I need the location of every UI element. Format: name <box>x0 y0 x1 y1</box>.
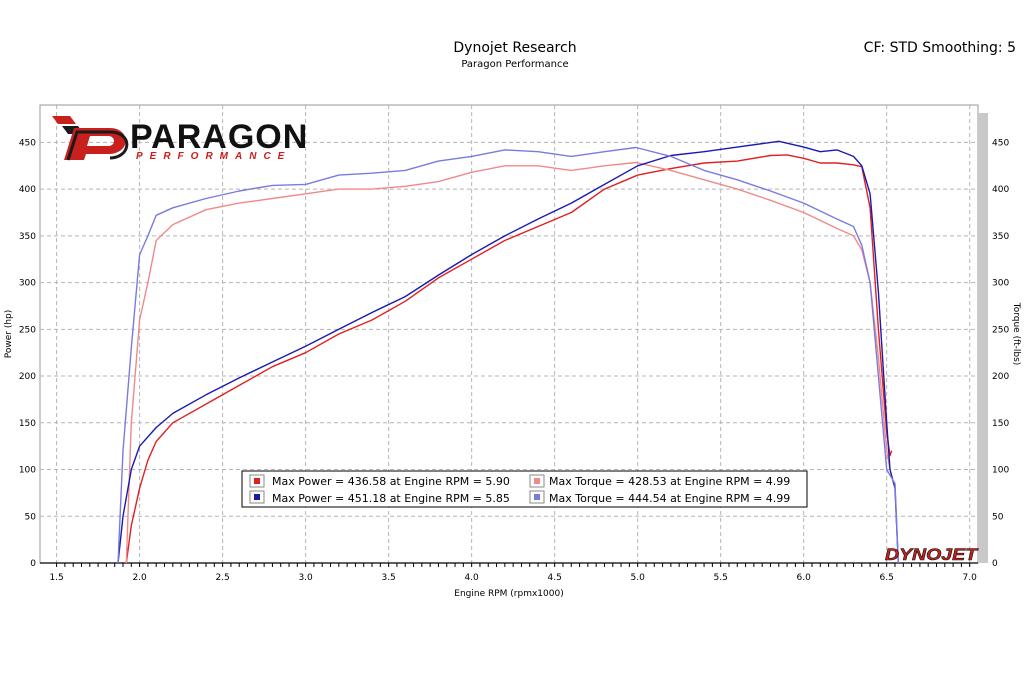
x-tick-label: 1.5 <box>49 573 63 583</box>
legend-label-run2-torque: Max Torque = 444.54 at Engine RPM = 4.99 <box>549 492 790 505</box>
x-tick-label: 4.0 <box>464 573 479 583</box>
settings-label: CF: STD Smoothing: 5 <box>863 40 1016 56</box>
paragon-logo: PARAGON PERFORMANCE <box>52 116 308 162</box>
legend-swatch-run2-power <box>249 490 265 504</box>
logo-tagline: PERFORMANCE <box>136 151 291 162</box>
logo-mark-stripe-1 <box>52 116 76 124</box>
legend-swatch-run1-torque <box>529 474 545 488</box>
y-tick-label-left: 300 <box>19 279 36 289</box>
y-tick-label-left: 350 <box>19 232 36 242</box>
y-tick-label-right: 300 <box>992 279 1009 289</box>
y-tick-label-left: 400 <box>19 185 36 195</box>
series-line-run2_torque <box>117 146 899 564</box>
axes: 0 0 50 50 100 100 150 150 200 200 250 250 300 300 350 3… <box>19 138 1010 583</box>
chart-title: Dynojet Research <box>453 40 577 56</box>
x-tick-label: 6.0 <box>797 573 812 583</box>
y-tick-label-right: 450 <box>992 138 1009 148</box>
x-tick-label: 4.5 <box>547 573 561 583</box>
y-tick-label-right: 400 <box>992 185 1009 195</box>
x-tick-label: 2.0 <box>132 573 147 583</box>
y-tick-label-right: 350 <box>992 232 1009 242</box>
x-tick-label: 2.5 <box>215 573 229 583</box>
x-tick-label: 5.0 <box>630 573 645 583</box>
legend-swatch-run2-torque <box>529 490 545 504</box>
legend-swatch-run2-power-fill <box>254 494 260 500</box>
legend-label-run1-torque: Max Torque = 428.53 at Engine RPM = 4.99 <box>549 475 790 488</box>
legend-swatch-run2-torque-fill <box>534 494 540 500</box>
logo-mark-p-outline <box>66 130 129 161</box>
y-tick-label-left: 200 <box>19 372 36 382</box>
legend-swatch-run1-torque-fill <box>534 478 540 484</box>
legend-label-run2-power: Max Power = 451.18 at Engine RPM = 5.85 <box>272 492 510 505</box>
y-axis-label-left: Power (hp) <box>4 310 14 359</box>
y-tick-label-right: 50 <box>992 512 1004 522</box>
chart-subtitle: Paragon Performance <box>461 59 569 70</box>
series-line-run1_power <box>125 154 893 564</box>
y-tick-label-right: 200 <box>992 372 1009 382</box>
y-tick-label-right: 0 <box>992 559 998 569</box>
y-tick-label-left: 150 <box>19 419 36 429</box>
series-group <box>117 140 899 564</box>
x-tick-label: 6.5 <box>880 573 894 583</box>
legend-swatch-run1-power-fill <box>254 478 260 484</box>
x-tick-label: 3.5 <box>381 573 395 583</box>
legend-box <box>241 470 808 508</box>
y-tick-label-right: 100 <box>992 466 1009 476</box>
y-tick-label-left: 0 <box>30 559 36 569</box>
series-line-run1_torque <box>125 161 891 564</box>
x-tick-label: 5.5 <box>714 573 728 583</box>
series-line-run2_power <box>117 140 899 564</box>
logo-name: PARAGON <box>130 118 308 156</box>
dynojet-logo: DYNOJET <box>885 545 979 565</box>
y-axis-label-right: Torque (ft-lbs) <box>1011 302 1021 366</box>
y-tick-label-left: 450 <box>19 138 36 148</box>
x-tick-label: 7.0 <box>963 573 978 583</box>
logo-mark-p <box>64 128 126 160</box>
x-axis-label: Engine RPM (rpmx1000) <box>454 589 563 599</box>
y-tick-label-left: 50 <box>25 512 37 522</box>
y-tick-label-left: 100 <box>19 466 36 476</box>
right-axis-strip <box>978 113 988 563</box>
dynojet-logo-text: DYNOJET <box>885 545 979 564</box>
y-tick-label-right: 150 <box>992 419 1009 429</box>
legend-label-run1-power: Max Power = 436.58 at Engine RPM = 5.90 <box>272 475 510 488</box>
legend: Max Power = 436.58 at Engine RPM = 5.90 … <box>241 470 808 508</box>
y-tick-label-right: 250 <box>992 325 1009 335</box>
x-tick-label: 3.0 <box>298 573 313 583</box>
legend-swatch-run1-power <box>249 474 265 488</box>
y-tick-label-left: 250 <box>19 325 36 335</box>
